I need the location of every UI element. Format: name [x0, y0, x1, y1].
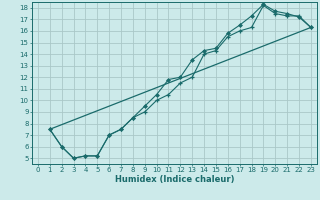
X-axis label: Humidex (Indice chaleur): Humidex (Indice chaleur)	[115, 175, 234, 184]
